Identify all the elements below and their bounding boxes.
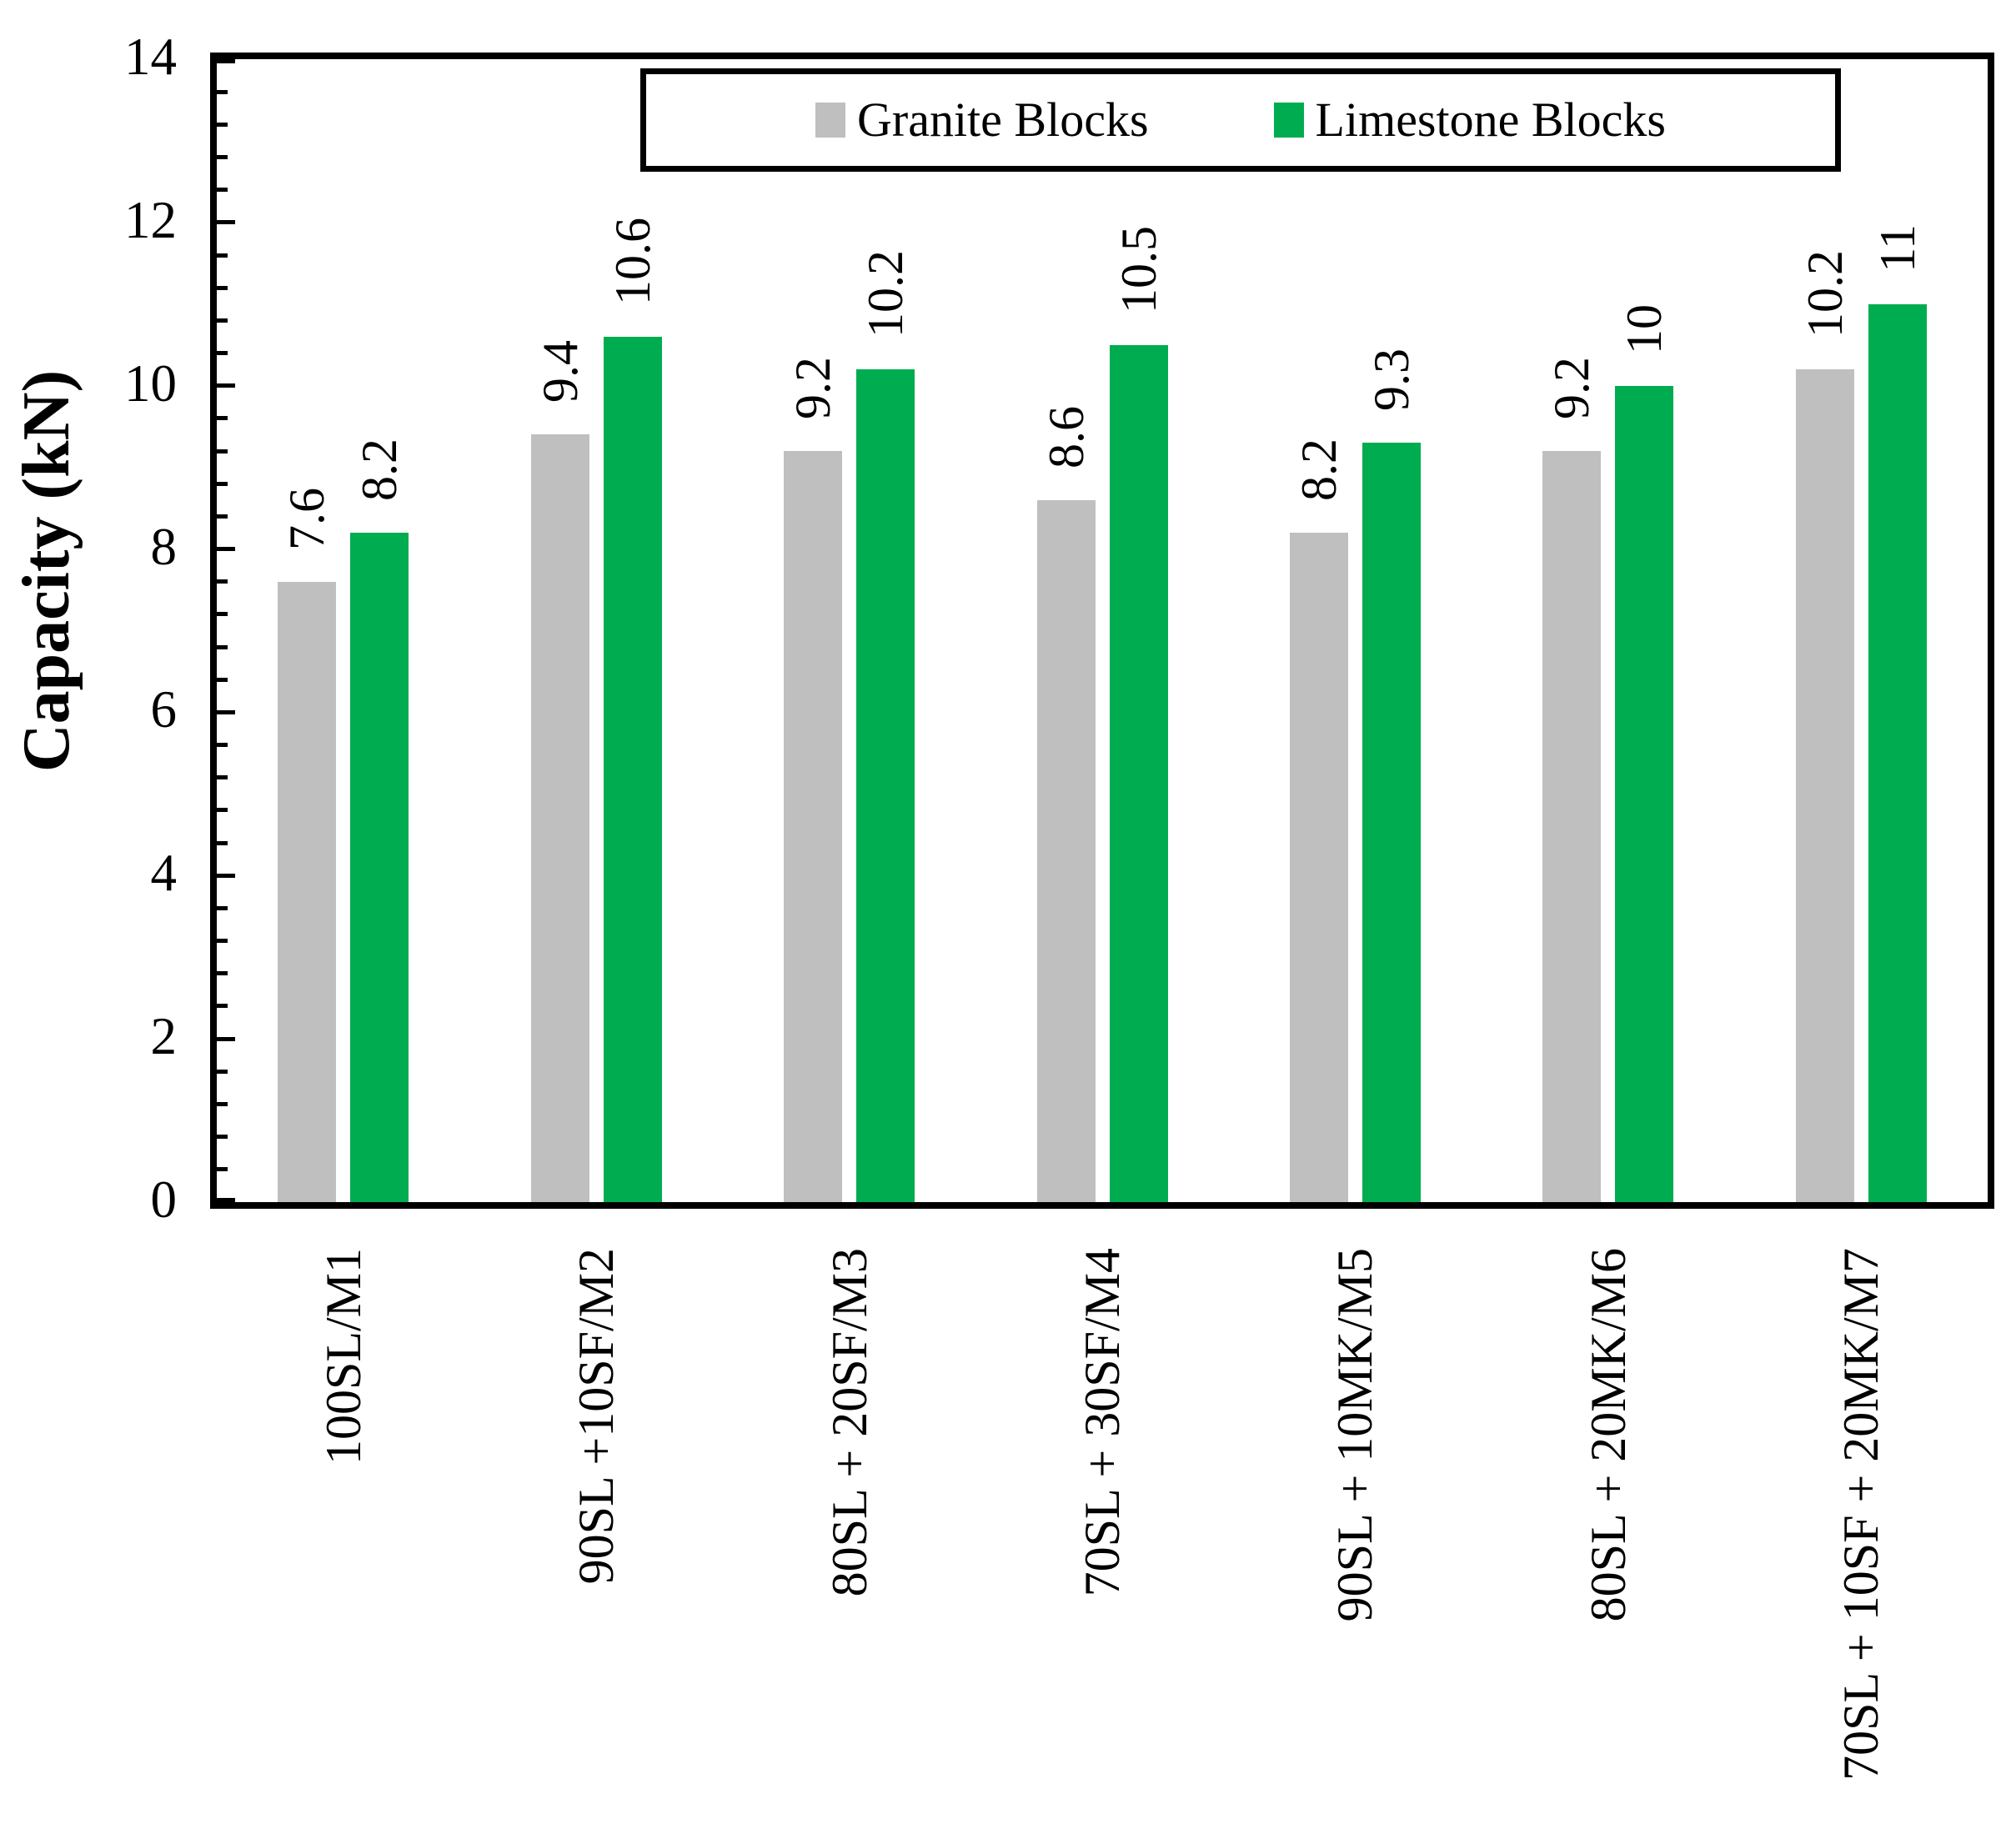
bar-value-label: 8.6 — [1038, 405, 1094, 469]
bar-limestone — [603, 336, 662, 1202]
bar-granite — [1542, 451, 1602, 1202]
y-minor-tick — [217, 448, 228, 453]
y-minor-tick — [217, 1135, 228, 1140]
y-minor-tick — [217, 612, 228, 617]
legend-label-granite: Granite Blocks — [857, 93, 1149, 147]
y-minor-tick — [217, 318, 228, 323]
y-tick-label: 4 — [150, 844, 178, 903]
y-minor-tick — [217, 514, 228, 519]
bar-value-label: 8.2 — [1291, 438, 1347, 501]
y-major-tick — [217, 1198, 235, 1202]
category-label: 70SL + 10SF + 20MK/M7 — [1833, 1248, 1889, 1781]
category-label: 70SL + 30SF/M4 — [1075, 1248, 1130, 1597]
y-minor-tick — [217, 1004, 228, 1009]
category-label: 100SL/M1 — [315, 1248, 371, 1466]
bar-limestone — [856, 369, 915, 1202]
y-minor-tick — [217, 481, 228, 486]
bar-value-label: 11 — [1869, 224, 1925, 273]
category-label: 80SL + 20SF/M3 — [821, 1248, 877, 1597]
y-tick-label: 8 — [150, 517, 178, 576]
y-major-tick — [217, 220, 235, 225]
y-major-tick — [217, 383, 235, 388]
bar-value-label: 10 — [1617, 303, 1672, 354]
y-minor-tick — [217, 905, 228, 910]
y-minor-tick — [217, 188, 228, 193]
bar-limestone — [1362, 443, 1421, 1202]
bar-value-label: 7.6 — [279, 487, 335, 550]
limestone-swatch-icon — [1273, 103, 1304, 138]
legend-label-limestone: Limestone Blocks — [1315, 93, 1666, 147]
plot-inner: 7.6 8.2 9.4 10.6 9.2 10.2 8.6 10.5 8.2 9.3 9.2 10 10… — [217, 59, 1988, 1202]
bar-granite — [1289, 533, 1348, 1202]
y-tick-label: 12 — [124, 190, 177, 249]
y-minor-tick — [217, 971, 228, 976]
bar-limestone — [350, 533, 409, 1202]
y-minor-tick — [217, 775, 228, 780]
y-major-tick — [217, 709, 235, 714]
bar-limestone — [1109, 344, 1168, 1202]
y-minor-tick — [217, 743, 228, 748]
bar-granite — [1036, 499, 1096, 1202]
bar-limestone — [1868, 303, 1927, 1202]
y-tick-label: 0 — [150, 1170, 178, 1229]
y-major-tick — [217, 873, 235, 878]
y-minor-tick — [217, 122, 228, 127]
y-minor-tick — [217, 351, 228, 356]
y-tick-label: 6 — [150, 680, 178, 739]
y-minor-tick — [217, 416, 228, 421]
legend-item-granite: Granite Blocks — [815, 96, 1149, 144]
y-major-tick — [217, 547, 235, 552]
y-minor-tick — [217, 1167, 228, 1172]
bar-limestone — [1615, 385, 1674, 1202]
y-major-tick — [217, 59, 235, 63]
bar-value-label: 8.2 — [352, 438, 408, 501]
bar-value-label: 10.2 — [858, 250, 914, 338]
bar-value-label: 9.2 — [1544, 357, 1600, 420]
category-label: 90SL +10SF/M2 — [569, 1248, 624, 1585]
bar-value-label: 9.4 — [532, 340, 588, 403]
bar-granite — [530, 434, 589, 1202]
bar-granite — [1795, 369, 1854, 1202]
bar-value-label: 10.5 — [1111, 225, 1166, 313]
y-tick-label: 14 — [124, 27, 177, 86]
legend: Granite Blocks Limestone Blocks — [640, 68, 1841, 172]
y-minor-tick — [217, 677, 228, 682]
y-minor-tick — [217, 155, 228, 159]
category-label: 90SL + 10MK/M5 — [1327, 1248, 1383, 1622]
bar-value-label: 9.3 — [1363, 348, 1419, 412]
plot-area: 7.6 8.2 9.4 10.6 9.2 10.2 8.6 10.5 8.2 9.3 9.2 10 10… — [210, 53, 1994, 1209]
bar-granite — [278, 581, 337, 1202]
y-tick-label: 10 — [124, 353, 177, 413]
y-minor-tick — [217, 1069, 228, 1074]
y-minor-tick — [217, 285, 228, 290]
y-tick-label: 2 — [150, 1007, 178, 1066]
y-minor-tick — [217, 808, 228, 813]
y-minor-tick — [217, 644, 228, 649]
granite-swatch-icon — [815, 103, 845, 138]
y-minor-tick — [217, 579, 228, 584]
y-minor-tick — [217, 253, 228, 258]
bar-value-label: 10.2 — [1797, 250, 1853, 338]
y-major-tick — [217, 1036, 235, 1041]
legend-item-limestone: Limestone Blocks — [1273, 93, 1666, 147]
y-minor-tick — [217, 1101, 228, 1106]
category-label: 80SL + 20MK/M6 — [1580, 1248, 1636, 1622]
y-minor-tick — [217, 89, 228, 94]
y-minor-tick — [217, 939, 228, 944]
bar-value-label: 9.2 — [785, 357, 841, 420]
bar-granite — [784, 451, 843, 1202]
y-minor-tick — [217, 840, 228, 845]
bar-value-label: 10.6 — [604, 217, 660, 305]
